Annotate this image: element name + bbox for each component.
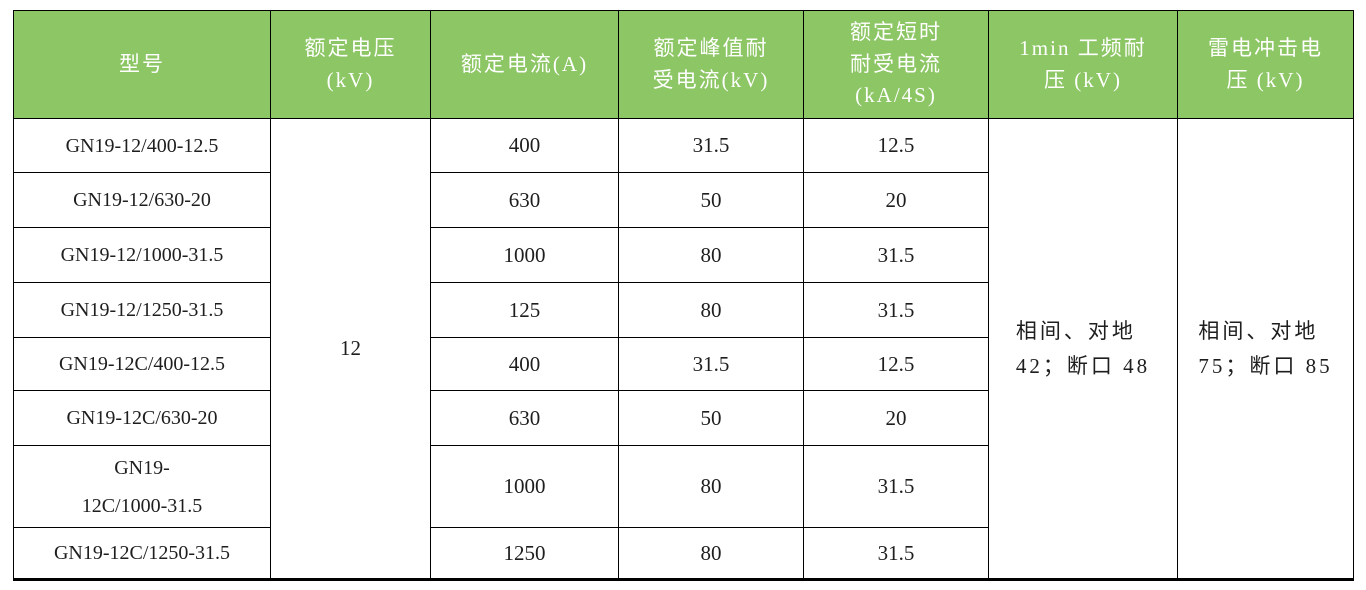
power-freq-text: 相间、对地 42；断口 48 [1015, 318, 1151, 378]
rated-current-cell: 630 [430, 172, 619, 228]
power-freq-merged-cell: 相间、对地 42；断口 48 [988, 118, 1178, 580]
col-header-power-freq-withstand: 1min 工频耐 压 (kV) [988, 10, 1178, 119]
model-cell: GN19-12/630-20 [13, 172, 271, 228]
peak-withstand-cell: 50 [618, 172, 804, 228]
table-row: GN19-12/1000-31.5 1000 80 31.5 [13, 227, 1354, 283]
peak-withstand-cell: 31.5 [618, 337, 804, 391]
model-cell: GN19- 12C/1000-31.5 [13, 445, 271, 528]
short-time-withstand-cell: 31.5 [803, 445, 989, 528]
short-time-withstand-cell: 31.5 [803, 227, 989, 283]
lightning-text: 相间、对地 75；断口 85 [1198, 318, 1333, 378]
table-row: GN19- 12C/1000-31.5 1000 80 31.5 [13, 445, 1354, 528]
model-cell: GN19-12/1250-31.5 [13, 282, 271, 338]
model-cell: GN19-12/400-12.5 [13, 118, 271, 173]
peak-withstand-cell: 80 [618, 527, 804, 580]
header-row: 型号 额定电压 (kV) 额定电流(A) 额定峰值耐 受电流(kV) 额定短时 … [13, 10, 1354, 119]
rated-current-cell: 1250 [430, 527, 619, 580]
short-time-withstand-cell: 12.5 [803, 118, 989, 173]
peak-withstand-cell: 50 [618, 390, 804, 446]
model-cell: GN19-12/1000-31.5 [13, 227, 271, 283]
model-cell: GN19-12C/630-20 [13, 390, 271, 446]
col-header-model: 型号 [13, 10, 271, 119]
rated-current-cell: 630 [430, 390, 619, 446]
short-time-withstand-cell: 20 [803, 172, 989, 228]
table-row: GN19-12/400-12.5 12 400 31.5 12.5 相间、对地 … [13, 118, 1354, 580]
model-cell: GN19-12C/400-12.5 [13, 337, 271, 391]
col-header-lightning-impulse: 雷电冲击电 压 (kV) [1177, 10, 1354, 119]
peak-withstand-cell: 80 [618, 445, 804, 528]
table-row: GN19-12C/1250-31.5 1250 80 31.5 [13, 527, 1354, 580]
col-header-peak-withstand: 额定峰值耐 受电流(kV) [618, 10, 804, 119]
col-header-rated-voltage: 额定电压 (kV) [270, 10, 431, 119]
table-row: GN19-12/630-20 630 50 20 [13, 172, 1354, 228]
rated-current-cell: 400 [430, 337, 619, 391]
rated-current-cell: 1000 [430, 227, 619, 283]
rated-current-cell: 1000 [430, 445, 619, 528]
rated-current-cell: 400 [430, 118, 619, 173]
rated-voltage-merged-cell: 12 [270, 118, 431, 580]
col-header-short-time-withstand: 额定短时 耐受电流 (kA/4S) [803, 10, 989, 119]
short-time-withstand-cell: 12.5 [803, 337, 989, 391]
rated-current-cell: 125 [430, 282, 619, 338]
short-time-withstand-cell: 31.5 [803, 282, 989, 338]
peak-withstand-cell: 31.5 [618, 118, 804, 173]
model-cell: GN19-12C/1250-31.5 [13, 527, 271, 580]
table-row: GN19-12/1250-31.5 125 80 31.5 [13, 282, 1354, 338]
lightning-merged-cell: 相间、对地 75；断口 85 [1177, 118, 1354, 580]
col-header-rated-current: 额定电流(A) [430, 10, 619, 119]
short-time-withstand-cell: 31.5 [803, 527, 989, 580]
peak-withstand-cell: 80 [618, 227, 804, 283]
peak-withstand-cell: 80 [618, 282, 804, 338]
spec-table: 型号 额定电压 (kV) 额定电流(A) 额定峰值耐 受电流(kV) 额定短时 … [13, 10, 1354, 581]
short-time-withstand-cell: 20 [803, 390, 989, 446]
